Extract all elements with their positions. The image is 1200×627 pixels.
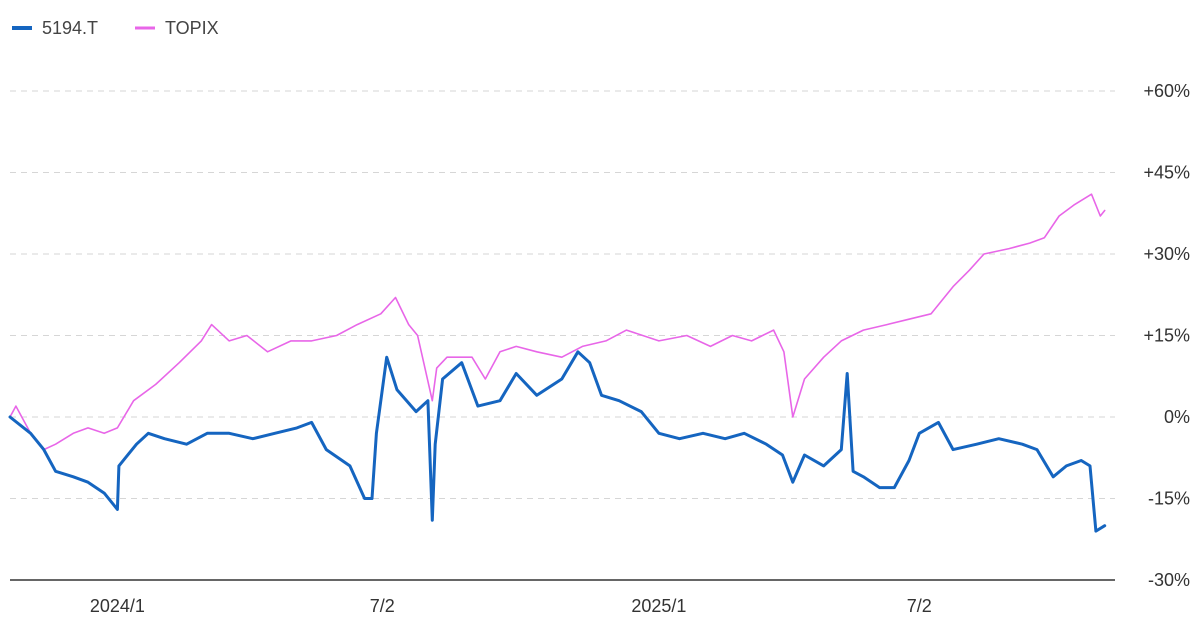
- x-tick-label: 7/2: [370, 596, 395, 616]
- y-tick-label: -15%: [1148, 489, 1190, 509]
- x-tick-label: 7/2: [907, 596, 932, 616]
- x-tick-label: 2024/1: [90, 596, 145, 616]
- y-tick-label: +45%: [1143, 163, 1190, 183]
- x-tick-label: 2025/1: [631, 596, 686, 616]
- series-line-topix: [9, 193, 1106, 451]
- series-line-stock: [8, 350, 1107, 533]
- legend-label-stock: 5194.T: [42, 18, 98, 38]
- y-tick-label: +60%: [1143, 81, 1190, 101]
- y-tick-label: +15%: [1143, 326, 1190, 346]
- y-tick-label: 0%: [1164, 407, 1190, 427]
- y-tick-label: -30%: [1148, 570, 1190, 590]
- legend-label-topix: TOPIX: [165, 18, 219, 38]
- y-tick-label: +30%: [1143, 244, 1190, 264]
